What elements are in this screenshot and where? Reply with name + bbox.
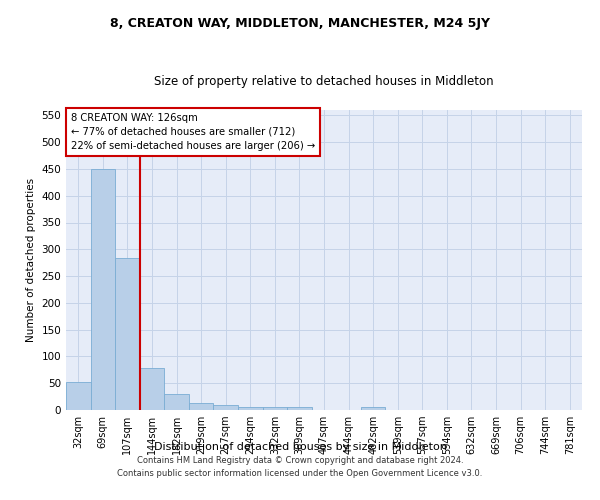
Bar <box>91 169 115 410</box>
Bar <box>214 404 238 410</box>
Bar <box>140 368 164 410</box>
Text: Contains HM Land Registry data © Crown copyright and database right 2024.
Contai: Contains HM Land Registry data © Crown c… <box>118 456 482 477</box>
Text: Distribution of detached houses by size in Middleton: Distribution of detached houses by size … <box>154 442 446 452</box>
Text: 8 CREATON WAY: 126sqm
← 77% of detached houses are smaller (712)
22% of semi-det: 8 CREATON WAY: 126sqm ← 77% of detached … <box>71 113 316 151</box>
Bar <box>164 394 189 410</box>
Bar <box>66 382 91 410</box>
Bar <box>115 258 140 410</box>
Bar <box>287 407 312 410</box>
Bar <box>189 402 214 410</box>
Y-axis label: Number of detached properties: Number of detached properties <box>26 178 36 342</box>
Bar <box>263 408 287 410</box>
Title: Size of property relative to detached houses in Middleton: Size of property relative to detached ho… <box>154 75 494 88</box>
Bar <box>361 408 385 410</box>
Text: 8, CREATON WAY, MIDDLETON, MANCHESTER, M24 5JY: 8, CREATON WAY, MIDDLETON, MANCHESTER, M… <box>110 18 490 30</box>
Bar <box>238 408 263 410</box>
